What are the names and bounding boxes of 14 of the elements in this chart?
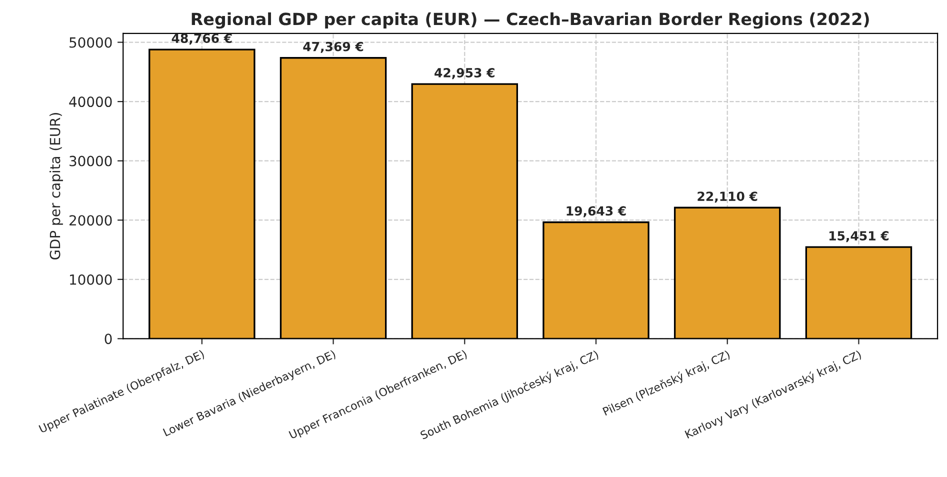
- data-label: 19,643 €: [566, 206, 626, 218]
- data-label: 47,369 €: [303, 42, 364, 53]
- y-tick-label: 20000: [70, 215, 112, 226]
- y-tick-label: 50000: [70, 37, 112, 48]
- data-label: 42,953 €: [434, 68, 494, 80]
- chart-title: Regional GDP per capita (EUR) — Czech–Bavarian Border Regions (2022): [192, 12, 869, 29]
- y-tick-label: 10000: [70, 274, 112, 285]
- y-tick-label: 30000: [70, 156, 112, 166]
- y-tick-label: 0: [104, 334, 112, 344]
- data-label: 48,766 €: [172, 34, 232, 45]
- y-axis-title: GDP per capita (EUR): [50, 113, 63, 260]
- data-label: 15,451 €: [829, 231, 889, 242]
- y-tick-label: 40000: [69, 96, 112, 108]
- data-label: 22,110 €: [698, 192, 758, 203]
